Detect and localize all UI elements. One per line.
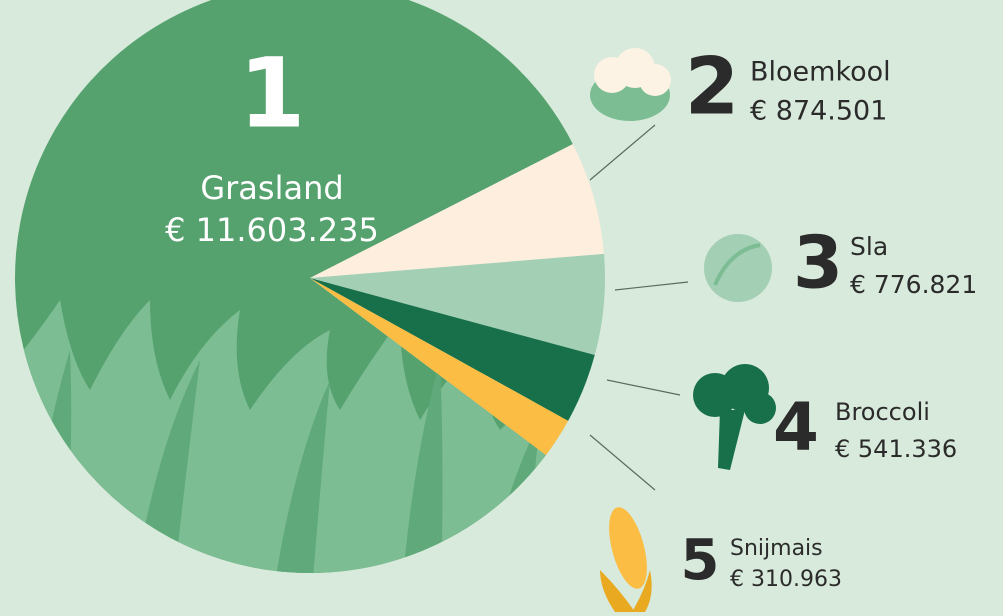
category-label: Broccoli	[835, 398, 930, 426]
value-label: € 541.336	[835, 435, 957, 463]
value-label: € 776.821	[850, 270, 977, 299]
rank: 3	[793, 221, 843, 305]
rank: 4	[773, 389, 819, 466]
infographic: 1 Grasland € 11.603.235 2 Bloemkool € 874.501…	[0, 0, 1003, 616]
category-label: Sla	[850, 232, 888, 261]
rank: 1	[239, 37, 306, 149]
value-label: € 310.963	[730, 567, 842, 592]
rank: 5	[681, 528, 720, 593]
category-label: Grasland	[200, 169, 343, 207]
value-label: € 11.603.235	[165, 211, 379, 249]
rank: 2	[685, 42, 739, 132]
category-label: Snijmais	[730, 536, 823, 561]
lettuce-icon	[704, 234, 772, 302]
category-label: Bloemkool	[750, 57, 891, 88]
value-label: € 874.501	[750, 96, 887, 127]
